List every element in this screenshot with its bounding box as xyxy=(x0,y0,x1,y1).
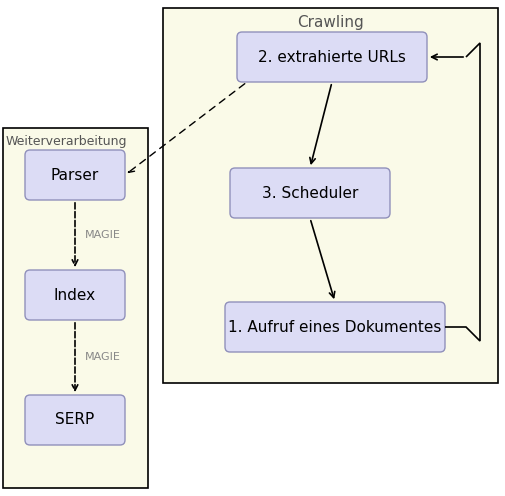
Bar xyxy=(3,128,147,488)
Text: Index: Index xyxy=(54,288,96,303)
Text: Weiterverarbeitung: Weiterverarbeitung xyxy=(6,135,127,148)
Text: SERP: SERP xyxy=(55,413,94,428)
Text: MAGIE: MAGIE xyxy=(85,230,121,240)
Bar xyxy=(163,8,497,383)
Text: Crawling: Crawling xyxy=(296,14,363,29)
FancyBboxPatch shape xyxy=(230,168,389,218)
Text: 2. extrahierte URLs: 2. extrahierte URLs xyxy=(258,50,405,64)
FancyBboxPatch shape xyxy=(25,270,125,320)
Text: Parser: Parser xyxy=(51,168,99,183)
FancyBboxPatch shape xyxy=(236,32,426,82)
FancyBboxPatch shape xyxy=(225,302,444,352)
Text: 3. Scheduler: 3. Scheduler xyxy=(261,186,358,200)
FancyBboxPatch shape xyxy=(25,395,125,445)
Text: MAGIE: MAGIE xyxy=(85,353,121,363)
Text: 1. Aufruf eines Dokumentes: 1. Aufruf eines Dokumentes xyxy=(228,319,441,334)
FancyBboxPatch shape xyxy=(25,150,125,200)
